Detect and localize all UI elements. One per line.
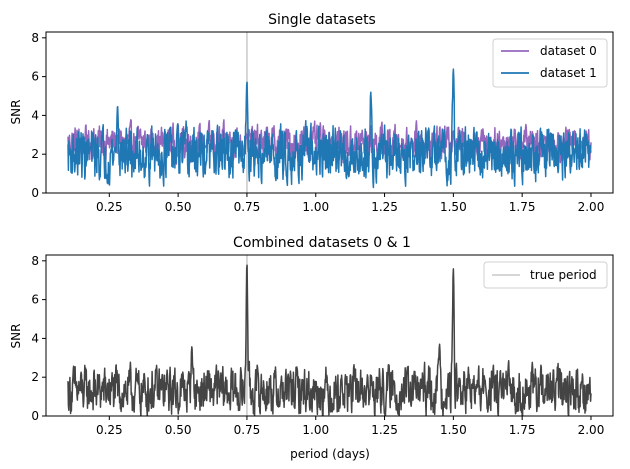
legend-label-dataset-0: dataset 0	[540, 44, 597, 58]
bottom-xtick-label: 1.25	[371, 423, 398, 437]
top-xtick-label: 0.50	[165, 200, 192, 214]
top-legend: dataset 0 dataset 1	[492, 38, 608, 88]
top-xtick-label: 1.50	[440, 200, 467, 214]
top-panel: Single datasets 0.25 0.50 0.75 1.00 1.25 1.50…	[9, 12, 614, 214]
top-ytick-label: 8	[31, 31, 39, 45]
top-xtick-label: 1.00	[302, 200, 329, 214]
bottom-xtick-label: 1.75	[509, 423, 536, 437]
bottom-x-ticks: 0.25 0.50 0.75 1.00 1.25 1.50 1.75 2.00	[96, 416, 604, 437]
top-ytick-label: 4	[31, 108, 39, 122]
top-y-ticks: 0 2 4 6 8	[31, 31, 46, 200]
bottom-ylabel: SNR	[9, 324, 23, 349]
top-plot-area	[67, 32, 592, 193]
top-x-ticks: 0.25 0.50 0.75 1.00 1.25 1.50 1.75 2.00	[96, 193, 604, 214]
legend-label-dataset-1: dataset 1	[540, 66, 597, 80]
bottom-legend-box	[483, 261, 608, 289]
bottom-ytick-label: 0	[31, 409, 39, 423]
top-ytick-label: 6	[31, 70, 39, 84]
bottom-plot-area	[67, 255, 592, 416]
top-xtick-label: 0.75	[234, 200, 261, 214]
top-xtick-label: 2.00	[578, 200, 605, 214]
bottom-xlabel: period (days)	[290, 447, 370, 461]
bottom-ytick-label: 4	[31, 331, 39, 345]
bottom-xtick-label: 0.75	[234, 423, 261, 437]
top-ylabel: SNR	[9, 100, 23, 125]
bottom-axes-frame	[45, 254, 614, 417]
bottom-xtick-label: 1.00	[302, 423, 329, 437]
bottom-xtick-label: 2.00	[578, 423, 605, 437]
bottom-y-ticks: 0 2 4 6 8	[31, 254, 46, 423]
top-ytick-label: 0	[31, 186, 39, 200]
bottom-xtick-label: 0.25	[96, 423, 123, 437]
bottom-legend: true period	[483, 261, 608, 289]
bottom-title: Combined datasets 0 & 1	[233, 235, 411, 251]
bottom-ytick-label: 2	[31, 370, 39, 384]
bottom-ytick-label: 8	[31, 254, 39, 268]
bottom-xtick-label: 1.50	[440, 423, 467, 437]
bottom-panel: Combined datasets 0 & 1 0.25 0.50 0.75 1.00…	[9, 235, 614, 461]
bottom-series-0-line	[67, 264, 592, 416]
legend-label-true-period: true period	[530, 268, 597, 282]
top-ytick-label: 2	[31, 147, 39, 161]
bottom-xtick-label: 0.50	[165, 423, 192, 437]
bottom-ytick-label: 6	[31, 293, 39, 307]
top-xtick-label: 1.25	[371, 200, 398, 214]
top-xtick-label: 1.75	[509, 200, 536, 214]
top-axes-frame	[45, 31, 614, 194]
top-title: Single datasets	[268, 12, 376, 28]
top-series-1-line	[67, 68, 592, 189]
top-xtick-label: 0.25	[96, 200, 123, 214]
